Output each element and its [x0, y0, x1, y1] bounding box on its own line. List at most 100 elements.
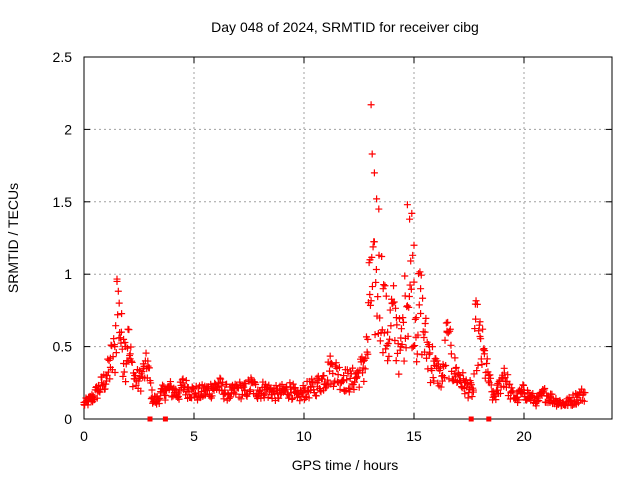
data-point [581, 389, 589, 397]
data-point [355, 383, 363, 391]
data-point [109, 353, 117, 361]
data-point [118, 310, 126, 318]
data-point [324, 376, 332, 384]
data-point [390, 298, 398, 306]
zero-value-marker [147, 416, 153, 422]
data-point [227, 393, 235, 401]
data-point [242, 391, 250, 399]
data-point [437, 383, 445, 391]
data-point [477, 335, 485, 343]
data-point [473, 367, 481, 375]
data-point [378, 253, 386, 261]
data-point [384, 328, 392, 336]
data-point [175, 395, 183, 403]
data-point [361, 365, 369, 373]
data-point [496, 389, 504, 397]
data-point [385, 352, 393, 360]
data-point [372, 265, 380, 273]
data-point [479, 325, 487, 333]
data-point [166, 378, 174, 386]
data-point [283, 383, 291, 391]
data-point [500, 369, 508, 377]
data-point [392, 314, 400, 322]
data-point [430, 377, 438, 385]
data-point [483, 359, 491, 367]
data-point [110, 341, 118, 349]
zero-value-marker [468, 416, 474, 422]
data-point [384, 339, 392, 347]
data-point [117, 339, 125, 347]
data-point [114, 311, 122, 319]
data-point [382, 292, 390, 300]
data-point [462, 376, 470, 384]
data-point [539, 388, 547, 396]
data-point [364, 350, 372, 358]
data-point [326, 352, 334, 360]
data-point [217, 382, 225, 390]
data-point [395, 315, 403, 323]
data-point [324, 358, 332, 366]
data-point [360, 377, 368, 385]
data-point [395, 370, 403, 378]
data-point [362, 333, 370, 341]
data-point [469, 384, 477, 392]
data-point [375, 205, 383, 213]
data-point [404, 332, 412, 340]
data-point [159, 387, 167, 395]
data-point [162, 392, 170, 400]
y-axis-ticks: 0 0.5 1 1.5 2 2.5 [53, 49, 612, 427]
data-point [474, 361, 482, 369]
data-point [399, 314, 407, 322]
data-point [417, 271, 425, 279]
data-point [450, 370, 458, 378]
data-point [128, 357, 136, 365]
data-point [398, 341, 406, 349]
data-point [112, 349, 120, 357]
data-point [84, 401, 92, 409]
data-point [371, 331, 379, 339]
data-point [406, 281, 414, 289]
data-point [481, 347, 489, 355]
data-point [284, 390, 292, 398]
data-point [135, 377, 143, 385]
data-point [122, 378, 130, 386]
data-point [515, 396, 523, 404]
data-point [288, 395, 296, 403]
data-point [353, 374, 361, 382]
data-point [402, 344, 410, 352]
data-point [209, 385, 217, 393]
data-point [477, 355, 485, 363]
data-point [441, 336, 449, 344]
data-point [428, 343, 436, 351]
data-point [216, 374, 224, 382]
data-point [532, 402, 540, 410]
data-point [178, 376, 186, 384]
plot-frame [83, 56, 613, 420]
data-point [357, 358, 365, 366]
data-point [399, 318, 407, 326]
data-point [328, 361, 336, 369]
x-tick-label: 5 [190, 428, 198, 444]
data-point [336, 386, 344, 393]
y-tick-label: 0.5 [53, 339, 73, 355]
data-point [442, 319, 450, 327]
data-point [343, 366, 351, 374]
data-point [376, 337, 384, 345]
data-point [394, 340, 402, 348]
data-point [412, 314, 420, 322]
data-point [455, 371, 463, 379]
data-point [392, 357, 400, 365]
data-point [436, 364, 444, 372]
data-point [252, 380, 260, 388]
data-point [155, 400, 163, 408]
data-point [541, 385, 549, 393]
data-point [417, 285, 425, 293]
data-point [405, 303, 413, 311]
data-point [379, 349, 387, 357]
data-point [362, 354, 370, 362]
data-point [129, 383, 137, 391]
data-point [421, 320, 429, 328]
y-tick-label: 2 [64, 121, 72, 137]
data-point [127, 343, 135, 351]
